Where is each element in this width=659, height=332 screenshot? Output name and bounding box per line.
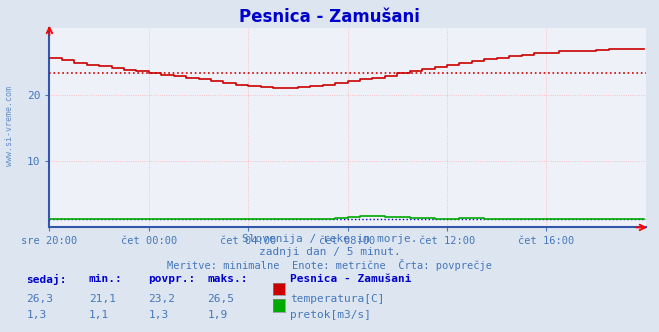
Text: www.si-vreme.com: www.si-vreme.com (5, 86, 14, 166)
Text: Slovenija / reke in morje.: Slovenija / reke in morje. (242, 234, 417, 244)
Text: 1,9: 1,9 (208, 310, 228, 320)
Text: 1,3: 1,3 (148, 310, 169, 320)
Text: 1,1: 1,1 (89, 310, 109, 320)
Text: povpr.:: povpr.: (148, 274, 196, 284)
Text: 23,2: 23,2 (148, 294, 175, 304)
Text: sedaj:: sedaj: (26, 274, 67, 285)
Text: 1,3: 1,3 (26, 310, 47, 320)
Text: zadnji dan / 5 minut.: zadnji dan / 5 minut. (258, 247, 401, 257)
Text: 26,3: 26,3 (26, 294, 53, 304)
Text: 21,1: 21,1 (89, 294, 116, 304)
Text: temperatura[C]: temperatura[C] (290, 294, 384, 304)
Text: Pesnica - Zamušani: Pesnica - Zamušani (239, 8, 420, 26)
Text: Pesnica - Zamušani: Pesnica - Zamušani (290, 274, 411, 284)
Text: 26,5: 26,5 (208, 294, 235, 304)
Text: min.:: min.: (89, 274, 123, 284)
Text: pretok[m3/s]: pretok[m3/s] (290, 310, 371, 320)
Text: maks.:: maks.: (208, 274, 248, 284)
Text: Meritve: minimalne  Enote: metrične  Črta: povprečje: Meritve: minimalne Enote: metrične Črta:… (167, 259, 492, 271)
